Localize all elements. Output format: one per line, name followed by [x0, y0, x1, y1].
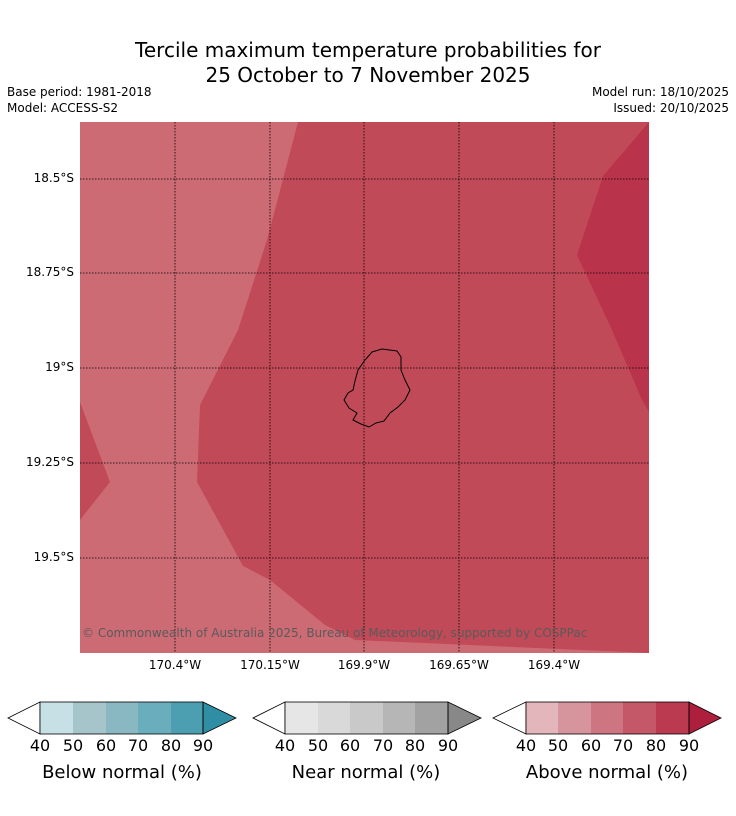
title-line-1: Tercile maximum temperature probabilitie… [135, 38, 601, 62]
cb-below-tick-50: 50 [62, 736, 84, 755]
lat-label-19-25: 19.25°S [26, 455, 74, 469]
lat-label-18-5: 18.5°S [33, 171, 74, 185]
colorbar-below-swatch-3 [106, 702, 138, 734]
model-run: Model run: 18/10/2025 [591, 85, 729, 99]
cb-above-tick-70: 70 [612, 736, 634, 755]
colorbar-near-swatch-4 [383, 702, 415, 734]
title-line-2: 25 October to 7 November 2025 [205, 63, 531, 87]
colorbar-above-swatch-5 [656, 702, 689, 734]
lon-label-169-65: 169.65°W [429, 658, 489, 672]
colorbar-below-right-arrow [202, 701, 237, 735]
colorbar-above-swatch-2 [558, 702, 591, 734]
meta-left: Base period: 1981-2018 Model: ACCESS-S2 [7, 84, 152, 116]
island-coastline [343, 348, 411, 428]
region-above-70-80-west [80, 402, 110, 520]
copyright-notice: © Commonwealth of Australia 2025, Bureau… [82, 626, 588, 640]
colorbar-above-right-arrow [688, 701, 722, 735]
gridlines [80, 122, 649, 653]
issued-date: Issued: 20/10/2025 [613, 101, 729, 115]
region-above-80-90 [577, 122, 649, 412]
colorbar-below [7, 701, 237, 735]
colorbar-near-swatch-1 [285, 702, 318, 734]
cb-above-tick-60: 60 [580, 736, 602, 755]
cb-below-tick-70: 70 [127, 736, 149, 755]
colorbar-above [492, 701, 722, 735]
model-name: Model: ACCESS-S2 [7, 101, 119, 115]
cb-above-tick-50: 50 [547, 736, 569, 755]
colorbar-near-left-arrow [252, 701, 286, 735]
colorbar-near-swatch-2 [318, 702, 350, 734]
cb-below-tick-80: 80 [160, 736, 182, 755]
colorbar-near-title: Near normal (%) [291, 762, 441, 783]
base-period: Base period: 1981-2018 [7, 85, 152, 99]
cb-near-tick-40: 40 [274, 736, 296, 755]
lat-label-19-5: 19.5°S [33, 550, 74, 564]
map-title: Tercile maximum temperature probabilitie… [0, 38, 736, 88]
colorbar-below-left-arrow [7, 701, 41, 735]
colorbar-near-swatch-5 [415, 702, 448, 734]
cb-below-tick-90: 90 [192, 736, 214, 755]
colorbar-near-swatch-3 [350, 702, 383, 734]
colorbar-below-swatch-5 [171, 702, 203, 734]
cb-near-tick-90: 90 [437, 736, 459, 755]
cb-above-tick-80: 80 [645, 736, 667, 755]
cb-below-tick-60: 60 [95, 736, 117, 755]
lat-label-19: 19°S [45, 360, 74, 374]
cb-above-tick-40: 40 [515, 736, 537, 755]
cb-near-tick-70: 70 [372, 736, 394, 755]
cb-above-tick-90: 90 [678, 736, 700, 755]
cb-near-tick-50: 50 [307, 736, 329, 755]
colorbar-below-swatch-1 [40, 702, 73, 734]
colorbar-near-right-arrow [447, 701, 482, 735]
lon-label-170-15: 170.15°W [240, 658, 300, 672]
region-above-70-80 [197, 122, 649, 653]
lon-label-170-4: 170.4°W [148, 658, 202, 672]
lon-label-169-4: 169.4°W [527, 658, 581, 672]
colorbar-above-swatch-4 [623, 702, 656, 734]
lat-label-18-75: 18.75°S [26, 265, 74, 279]
colorbar-above-left-arrow [492, 701, 527, 735]
colorbar-above-title: Above normal (%) [525, 762, 689, 783]
cb-below-tick-40: 40 [29, 736, 51, 755]
colorbar-above-swatch-1 [526, 702, 558, 734]
meta-right: Model run: 18/10/2025 Issued: 20/10/2025 [592, 84, 729, 116]
colorbar-below-title: Below normal (%) [42, 762, 202, 783]
colorbar-above-swatch-3 [591, 702, 623, 734]
cb-near-tick-80: 80 [404, 736, 426, 755]
colorbar-near [252, 701, 482, 735]
colorbar-below-swatch-4 [138, 702, 171, 734]
lon-label-169-9: 169.9°W [337, 658, 391, 672]
cb-near-tick-60: 60 [339, 736, 361, 755]
colorbar-below-swatch-2 [73, 702, 106, 734]
